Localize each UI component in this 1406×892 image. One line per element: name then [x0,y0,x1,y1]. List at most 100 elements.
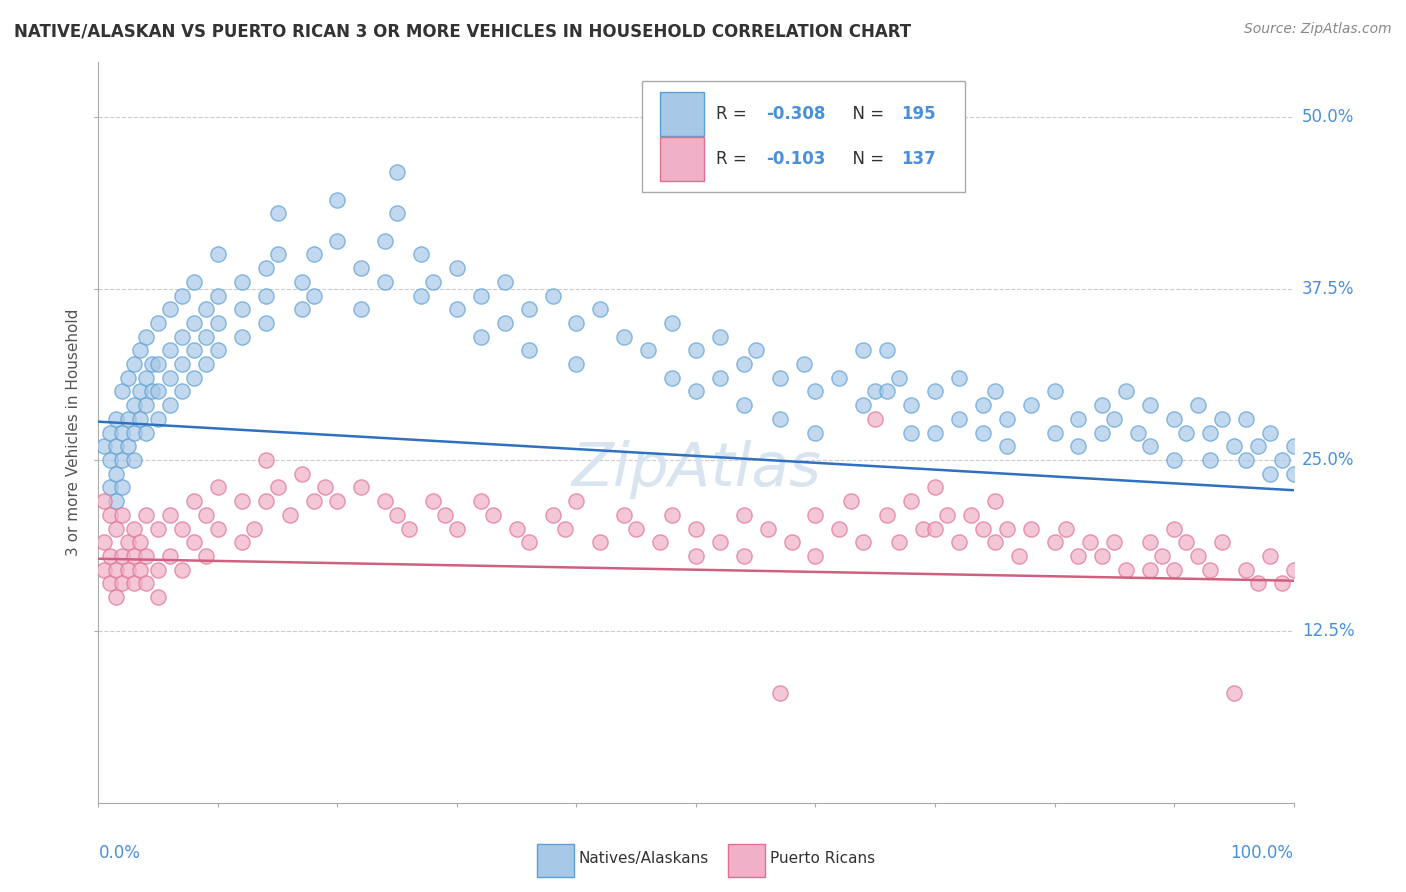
Point [124,398,146,412]
Text: 50.0%: 50.0% [1302,108,1354,127]
Point [828,371,851,385]
Point [995,439,1018,453]
Point [291,467,314,481]
Point [768,686,790,700]
Text: 37.5%: 37.5% [1302,280,1354,298]
Point [733,357,755,371]
Point [195,549,218,563]
Point [207,288,229,302]
Point [172,357,194,371]
Point [446,522,468,536]
Point [1234,453,1257,467]
Point [1282,439,1305,453]
Point [231,535,253,549]
Point [302,494,325,508]
Point [1163,522,1185,536]
Point [98,549,122,563]
Point [1128,425,1150,440]
Point [876,343,898,358]
Point [326,234,349,248]
Point [481,508,505,522]
Point [517,535,540,549]
Point [911,522,934,536]
Text: R =: R = [716,150,752,169]
Text: R =: R = [716,104,752,123]
Point [105,439,128,453]
Point [135,398,157,412]
Point [1163,563,1185,577]
Point [111,576,134,591]
Point [972,425,994,440]
Point [1187,549,1209,563]
Point [1008,549,1031,563]
FancyBboxPatch shape [537,844,574,877]
Point [1139,563,1161,577]
Point [565,494,588,508]
Point [183,316,205,330]
Point [183,494,205,508]
Point [148,590,170,604]
Point [231,329,253,343]
Point [374,275,396,289]
Point [350,261,373,276]
Point [135,425,157,440]
Text: Source: ZipAtlas.com: Source: ZipAtlas.com [1244,22,1392,37]
Point [93,439,115,453]
Point [207,316,229,330]
Point [541,288,564,302]
Point [1043,535,1066,549]
Point [1115,384,1137,399]
Point [1258,549,1281,563]
Point [446,261,468,276]
Point [1223,439,1246,453]
Point [111,425,134,440]
Point [517,302,540,317]
Point [434,508,457,522]
Point [1043,384,1066,399]
Point [422,494,444,508]
Text: Puerto Ricans: Puerto Ricans [770,851,875,866]
Point [141,384,163,399]
Point [1163,412,1185,426]
Point [745,343,768,358]
Point [1211,535,1233,549]
Point [195,508,218,522]
Point [900,398,922,412]
Point [172,329,194,343]
Point [111,453,134,467]
Point [1091,425,1114,440]
Point [93,494,115,508]
Point [1139,398,1161,412]
Point [506,522,529,536]
Point [105,412,128,426]
Point [315,480,337,494]
Point [98,425,122,440]
Point [105,522,128,536]
Point [648,535,672,549]
Point [1139,439,1161,453]
Text: 0.0%: 0.0% [98,844,141,862]
Point [254,316,277,330]
Point [111,480,134,494]
Point [129,384,152,399]
Point [1104,412,1126,426]
Point [350,480,373,494]
Point [900,494,922,508]
Point [254,261,277,276]
Point [124,522,146,536]
Point [93,535,115,549]
Point [1139,535,1161,549]
Point [422,275,444,289]
Point [98,508,122,522]
Point [129,343,152,358]
Point [183,535,205,549]
Point [172,384,194,399]
Point [733,549,755,563]
Point [98,453,122,467]
Point [685,522,707,536]
Point [589,535,612,549]
Point [148,522,170,536]
Point [1187,398,1209,412]
Point [183,343,205,358]
Point [207,480,229,494]
